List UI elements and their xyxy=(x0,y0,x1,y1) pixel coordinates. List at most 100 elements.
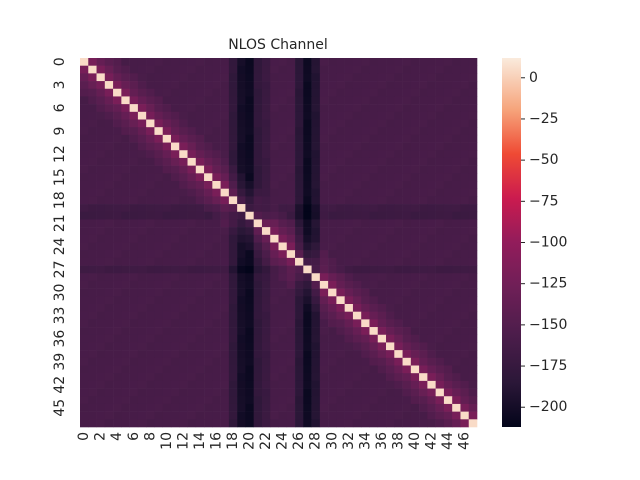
heatmap-cell xyxy=(179,127,188,136)
heatmap-cell xyxy=(129,150,139,159)
heatmap-cell xyxy=(212,388,221,397)
heatmap-cell xyxy=(220,403,230,412)
heatmap-cell xyxy=(419,304,428,312)
heatmap-cell xyxy=(295,150,304,159)
heatmap-cell xyxy=(286,227,296,236)
heatmap-cell xyxy=(121,150,130,159)
heatmap-cell xyxy=(443,250,453,259)
heatmap-cell xyxy=(361,250,370,259)
heatmap-cell xyxy=(270,127,279,136)
heatmap-cell xyxy=(187,280,197,289)
heatmap-cell xyxy=(104,342,114,351)
heatmap-cell xyxy=(170,280,180,289)
heatmap-cell xyxy=(121,304,130,312)
heatmap-cell xyxy=(344,265,354,274)
heatmap-cell xyxy=(270,396,279,405)
heatmap-cell xyxy=(286,157,296,166)
heatmap-cell xyxy=(344,81,354,90)
heatmap-cell xyxy=(96,165,106,174)
heatmap-cell xyxy=(303,280,312,289)
heatmap-cell xyxy=(377,157,387,166)
heatmap-cell xyxy=(137,219,147,228)
heatmap-cell xyxy=(270,273,279,282)
heatmap-cell xyxy=(253,234,263,243)
heatmap-cell xyxy=(253,388,263,397)
heatmap-cell xyxy=(460,104,470,113)
heatmap-cell xyxy=(394,73,403,82)
heatmap-cell xyxy=(319,296,329,305)
heatmap-cell xyxy=(278,81,288,90)
heatmap-cell xyxy=(154,288,164,297)
heatmap-cell xyxy=(336,88,345,97)
heatmap-cell xyxy=(88,73,97,82)
heatmap-cell xyxy=(170,204,180,213)
heatmap-cell xyxy=(295,334,304,343)
heatmap-cell xyxy=(195,173,205,182)
heatmap-cell xyxy=(452,157,461,166)
heatmap-cell xyxy=(137,88,147,97)
heatmap-cell xyxy=(336,350,345,359)
heatmap-cell xyxy=(162,373,172,382)
heatmap-cell xyxy=(452,150,461,159)
heatmap-cell xyxy=(204,81,213,90)
heatmap-cell xyxy=(204,342,213,351)
heatmap-cell xyxy=(96,88,106,97)
heatmap-cell xyxy=(460,111,470,120)
heatmap-cell xyxy=(311,196,321,205)
heatmap-cell xyxy=(386,411,395,420)
heatmap-cell xyxy=(129,58,139,66)
heatmap-cell xyxy=(245,327,254,336)
y-tick-label: 21 xyxy=(52,214,68,232)
heatmap-cell xyxy=(162,127,172,136)
heatmap-cell xyxy=(212,188,221,197)
heatmap-cell xyxy=(113,280,122,289)
heatmap-cell xyxy=(154,104,164,113)
heatmap-cell xyxy=(162,350,172,359)
heatmap-cell xyxy=(212,219,221,228)
heatmap-cell xyxy=(187,311,197,320)
heatmap-cell xyxy=(344,219,354,228)
heatmap-cell xyxy=(129,173,139,182)
heatmap-cell xyxy=(253,304,263,312)
heatmap-cell xyxy=(88,234,97,243)
heatmap-cell xyxy=(410,96,420,105)
heatmap-cell xyxy=(187,127,197,136)
heatmap-cell xyxy=(303,311,312,320)
heatmap-cell xyxy=(162,181,172,189)
heatmap-cell xyxy=(311,242,321,251)
heatmap-cell xyxy=(88,411,97,420)
heatmap-cell xyxy=(303,319,312,328)
heatmap-cell xyxy=(104,419,114,428)
heatmap-cell xyxy=(129,188,139,197)
heatmap-cell xyxy=(96,134,106,143)
heatmap-cell xyxy=(402,157,412,166)
heatmap-cell xyxy=(96,296,106,305)
heatmap-cell xyxy=(137,104,147,113)
heatmap-cell xyxy=(162,288,172,297)
heatmap-cell xyxy=(245,65,254,74)
heatmap-cell xyxy=(328,411,337,420)
heatmap-cell xyxy=(443,334,453,343)
heatmap-cell xyxy=(137,304,147,312)
heatmap-cell xyxy=(195,73,205,82)
heatmap-cell xyxy=(419,288,428,297)
heatmap-cell xyxy=(402,88,412,97)
heatmap-cell xyxy=(179,280,188,289)
heatmap-cell xyxy=(386,188,395,197)
heatmap-cell xyxy=(336,181,345,189)
heatmap-cell xyxy=(187,234,197,243)
heatmap-cell xyxy=(96,334,106,343)
heatmap-cell xyxy=(369,173,379,182)
heatmap-cell xyxy=(212,173,221,182)
heatmap-cell xyxy=(204,127,213,136)
heatmap-cell xyxy=(402,273,412,282)
heatmap-cell xyxy=(427,327,436,336)
heatmap-cell xyxy=(443,150,453,159)
heatmap-cell xyxy=(88,219,97,228)
heatmap-cell xyxy=(410,265,420,274)
heatmap-cell xyxy=(452,419,461,428)
heatmap-cell xyxy=(303,219,312,228)
heatmap-cell xyxy=(319,188,329,197)
heatmap-cell xyxy=(104,73,114,82)
heatmap-cell xyxy=(377,127,387,136)
